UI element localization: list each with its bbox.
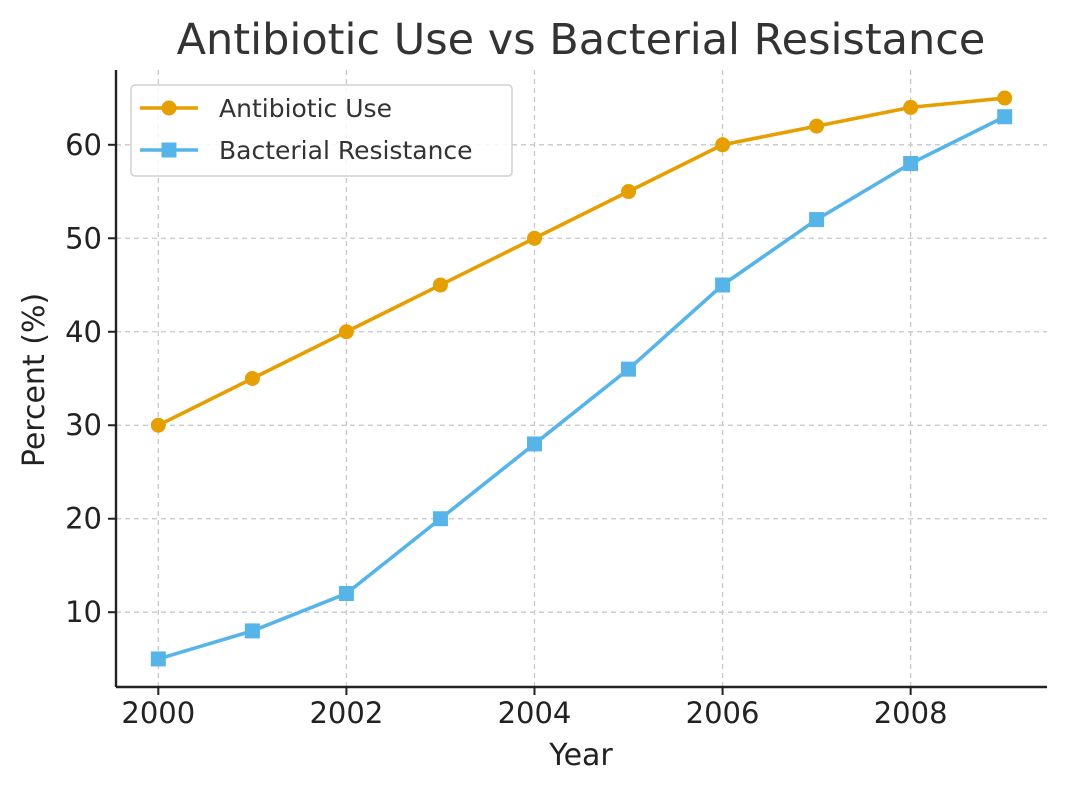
data-point [621,361,637,377]
axes [114,70,1047,689]
y-tick-label: 50 [65,221,102,255]
data-point [244,623,260,639]
data-point [150,417,166,433]
data-point [715,277,731,293]
legend-label: Antibiotic Use [219,94,392,123]
legend-entry: Antibiotic Use [140,94,392,123]
series-line [156,114,1007,661]
data-point [715,137,731,153]
x-tick-label: 2004 [498,696,572,730]
chart-title: Antibiotic Use vs Bacterial Resistance [177,15,986,65]
data-point [432,277,448,293]
series-line [156,96,1007,428]
data-point [809,118,825,134]
data-point [526,436,542,452]
legend-box [130,84,513,177]
data-point [526,230,542,246]
data-point [338,586,354,602]
y-tick-label: 20 [65,502,102,536]
series-bacterial-resistance [150,109,1013,667]
x-axis-label: Year [548,738,613,773]
data-point [997,109,1013,125]
tick-labels: 2000 2002 2004 2006 2008 10 20 30 40 50 60 [65,128,947,730]
series-antibiotic-use [150,90,1013,433]
data-point [244,371,260,386]
data-point [621,184,637,200]
y-tick-label: 60 [65,128,102,162]
y-tick-label: 10 [65,595,102,629]
data-point [809,212,825,228]
data-point [903,155,919,171]
series-layer [150,90,1013,667]
data-point [997,90,1013,106]
x-tick-label: 2000 [121,696,195,730]
legend-marker [161,100,177,116]
x-tick-label: 2008 [874,696,948,730]
y-tick-label: 40 [65,315,102,349]
y-axis-label: Percent (%) [17,293,52,467]
data-point [150,651,166,667]
data-point [432,511,448,527]
x-tick-label: 2006 [686,696,760,730]
x-tick-label: 2002 [309,696,383,730]
data-point [338,324,354,340]
y-tick-label: 30 [65,408,102,442]
legend-entry: Bacterial Resistance [140,136,473,165]
data-point [903,99,919,115]
legend: Antibiotic Use Bacterial Resistance [130,84,513,177]
legend-marker [161,142,177,158]
legend-label: Bacterial Resistance [219,136,473,165]
